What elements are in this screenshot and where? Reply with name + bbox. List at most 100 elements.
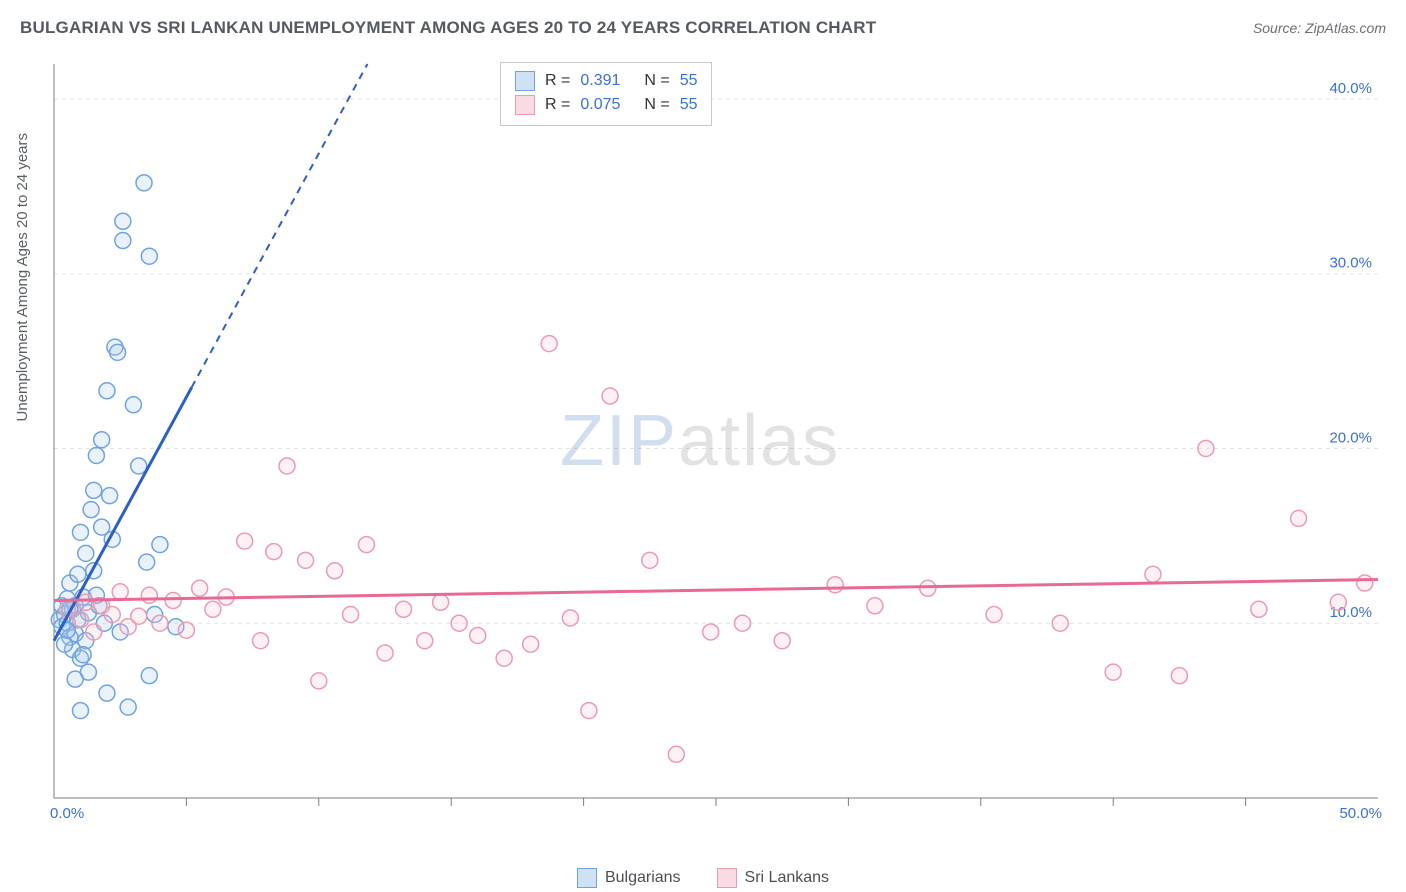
data-point [642, 552, 658, 568]
data-point [99, 383, 115, 399]
data-point [253, 633, 269, 649]
y-tick-label: 20.0% [1329, 429, 1372, 446]
data-point [867, 598, 883, 614]
r-value: 0.075 [580, 93, 634, 117]
data-point [703, 624, 719, 640]
legend-swatch [515, 95, 535, 115]
data-point [433, 594, 449, 610]
y-axis-label: Unemployment Among Ages 20 to 24 years [14, 133, 31, 422]
legend-swatch [577, 868, 597, 888]
data-point [72, 612, 88, 628]
data-point [311, 673, 327, 689]
data-point [102, 488, 118, 504]
data-point [1052, 615, 1068, 631]
data-point [152, 615, 168, 631]
data-point [920, 580, 936, 596]
legend-swatch [717, 868, 737, 888]
data-point [581, 703, 597, 719]
data-point [192, 580, 208, 596]
n-value: 55 [680, 69, 698, 93]
data-point [141, 248, 157, 264]
data-point [70, 566, 86, 582]
data-point [1105, 664, 1121, 680]
data-point [178, 622, 194, 638]
data-point [67, 671, 83, 687]
data-point [986, 607, 1002, 623]
data-point [72, 524, 88, 540]
data-point [470, 627, 486, 643]
data-point [120, 699, 136, 715]
data-point [343, 607, 359, 623]
trend-line-extrapolated [192, 64, 368, 387]
trend-line [54, 580, 1378, 601]
data-point [1330, 594, 1346, 610]
stat-row: R = 0.075 N = 55 [515, 93, 697, 117]
data-point [141, 587, 157, 603]
data-point [298, 552, 314, 568]
data-point [131, 608, 147, 624]
n-value: 55 [680, 93, 698, 117]
data-point [266, 544, 282, 560]
data-point [562, 610, 578, 626]
y-tick-label: 40.0% [1329, 80, 1372, 97]
n-label: N = [644, 69, 669, 93]
data-point [1357, 575, 1373, 591]
data-point [602, 388, 618, 404]
data-point [115, 213, 131, 229]
data-point [237, 533, 253, 549]
n-label: N = [644, 93, 669, 117]
r-value: 0.391 [580, 69, 634, 93]
r-label: R = [545, 69, 570, 93]
data-point [827, 577, 843, 593]
data-point [496, 650, 512, 666]
data-point [541, 336, 557, 352]
source-label: Source: ZipAtlas.com [1253, 20, 1386, 36]
legend: Bulgarians Sri Lankans [0, 868, 1406, 888]
data-point [774, 633, 790, 649]
chart-canvas: 10.0%20.0%30.0%40.0%0.0%50.0% [48, 58, 1384, 818]
stat-row: R = 0.391 N = 55 [515, 69, 697, 93]
data-point [165, 593, 181, 609]
x-tick-label: 0.0% [50, 805, 84, 818]
data-point [78, 594, 94, 610]
data-point [139, 554, 155, 570]
data-point [1251, 601, 1267, 617]
legend-swatch [515, 71, 535, 91]
data-point [523, 636, 539, 652]
data-point [152, 537, 168, 553]
data-point [83, 502, 99, 518]
data-point [78, 545, 94, 561]
y-tick-label: 30.0% [1329, 255, 1372, 272]
data-point [110, 344, 126, 360]
data-point [205, 601, 221, 617]
legend-label: Bulgarians [605, 869, 681, 887]
data-point [417, 633, 433, 649]
chart-title: BULGARIAN VS SRI LANKAN UNEMPLOYMENT AMO… [20, 18, 876, 38]
data-point [668, 746, 684, 762]
data-point [112, 584, 128, 600]
data-point [99, 685, 115, 701]
data-point [86, 482, 102, 498]
data-point [136, 175, 152, 191]
legend-item: Bulgarians [577, 868, 681, 888]
data-point [734, 615, 750, 631]
correlation-stats-box: R = 0.391 N = 55 R = 0.075 N = 55 [500, 62, 712, 126]
data-point [279, 458, 295, 474]
r-label: R = [545, 93, 570, 117]
data-point [57, 636, 73, 652]
data-point [86, 624, 102, 640]
legend-label: Sri Lankans [745, 869, 830, 887]
data-point [377, 645, 393, 661]
data-point [88, 447, 104, 463]
data-point [1145, 566, 1161, 582]
legend-item: Sri Lankans [717, 868, 830, 888]
data-point [125, 397, 141, 413]
data-point [396, 601, 412, 617]
data-point [104, 607, 120, 623]
data-point [327, 563, 343, 579]
data-point [1198, 440, 1214, 456]
data-point [1291, 510, 1307, 526]
data-point [94, 432, 110, 448]
data-point [72, 703, 88, 719]
data-point [115, 233, 131, 249]
